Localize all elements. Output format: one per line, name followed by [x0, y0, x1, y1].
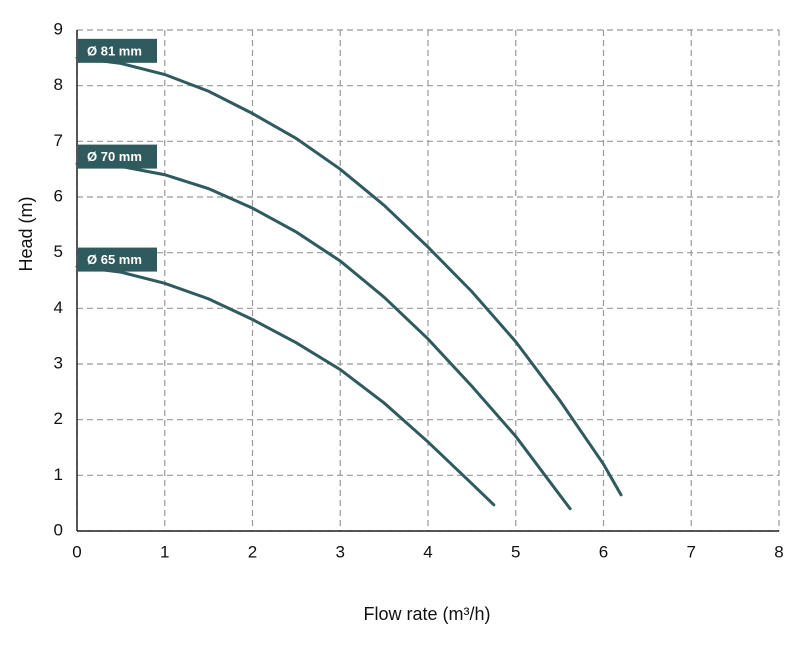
y-tick-label: 7	[54, 131, 63, 150]
x-tick-label: 2	[248, 542, 257, 561]
x-tick-label: 8	[774, 542, 783, 561]
y-axis-title: Head (m)	[16, 196, 36, 271]
legend-label: Ø 81 mm	[87, 43, 142, 58]
y-tick-label: 4	[54, 298, 63, 317]
legend-label: Ø 65 mm	[87, 252, 142, 267]
y-tick-label: 8	[54, 75, 63, 94]
curve	[75, 265, 496, 507]
x-tick-label: 5	[511, 542, 520, 561]
x-tick-label: 1	[160, 542, 169, 561]
legend-box	[78, 144, 157, 169]
x-tick-label: 4	[423, 542, 432, 561]
x-tick-label: 3	[336, 542, 345, 561]
x-tick-label: 7	[687, 542, 696, 561]
x-tick-label: 0	[72, 542, 81, 561]
curve	[75, 162, 572, 511]
y-tick-label: 2	[54, 409, 63, 428]
x-axis-title: Flow rate (m³/h)	[363, 604, 490, 624]
y-tick-label: 5	[54, 242, 63, 261]
y-tick-label: 9	[54, 19, 63, 38]
curve	[75, 56, 623, 497]
legend-label: Ø 70 mm	[87, 149, 142, 164]
legend-box	[78, 38, 157, 63]
legend-box	[78, 247, 157, 272]
y-tick-label: 6	[54, 186, 63, 205]
y-tick-label: 1	[54, 465, 63, 484]
y-tick-label: 3	[54, 353, 63, 372]
y-tick-label: 0	[54, 520, 63, 539]
x-tick-label: 6	[599, 542, 608, 561]
